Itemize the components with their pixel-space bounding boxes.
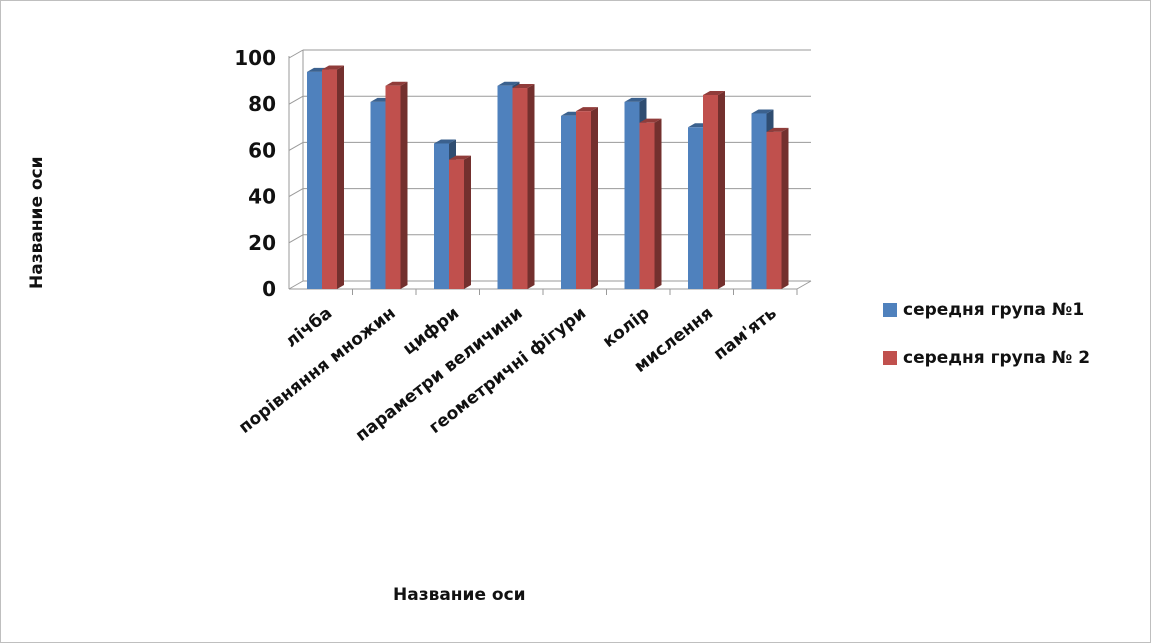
category-label: колір: [599, 303, 654, 352]
bar-front: [766, 131, 782, 289]
bar-side: [527, 84, 535, 289]
bar-side: [654, 118, 662, 290]
category-label: лічба: [282, 303, 336, 352]
legend-swatch-series-2: [883, 351, 897, 365]
bar-2-5: [576, 107, 598, 289]
bar-top: [497, 81, 520, 86]
bar-front: [703, 94, 718, 290]
bar-side: [718, 90, 725, 290]
bar-top: [766, 127, 789, 132]
bar-2-2: [385, 81, 408, 289]
bar-2-1: [322, 65, 344, 289]
bar-front: [624, 101, 640, 289]
legend-label-series-1: середня група №1: [903, 300, 1085, 320]
y-tick-label: 40: [248, 185, 276, 209]
bar-2-4: [512, 84, 535, 289]
legend-item-series-1: середня група №1: [883, 297, 1090, 323]
bar-2-6: [639, 118, 662, 290]
bar-top: [322, 65, 344, 70]
gridline-diagonal: [288, 234, 304, 244]
bar-front: [307, 71, 322, 289]
y-tick-label: 80: [248, 92, 276, 116]
legend: середня група №1 середня група № 2: [883, 297, 1090, 393]
y-tick-label: 60: [248, 138, 276, 162]
bar-top: [512, 84, 535, 89]
bar-front: [751, 113, 767, 289]
bar-front: [370, 101, 386, 289]
bar-top: [639, 118, 662, 123]
bar-top: [751, 109, 774, 114]
bar-top: [434, 139, 456, 144]
bar-side: [781, 127, 789, 289]
bar-front: [497, 85, 513, 289]
gridline-diagonal: [288, 280, 304, 290]
bar-front: [385, 85, 401, 289]
bar-front: [434, 143, 449, 289]
bar-top: [576, 107, 598, 112]
legend-swatch-series-1: [883, 303, 897, 317]
bar-side: [400, 81, 408, 289]
gridline-diagonal: [288, 188, 304, 198]
y-tick-label: 0: [262, 277, 276, 301]
bar-top: [703, 90, 725, 95]
gridlines: [288, 49, 812, 295]
y-tick-labels: 0 20 40 60 80 100: [234, 46, 276, 301]
bars: [307, 65, 789, 290]
y-tick-label: 100: [234, 46, 276, 70]
floor-edge-right: [796, 280, 812, 290]
bar-top: [449, 155, 471, 160]
y-tick-label: 20: [248, 231, 276, 255]
legend-item-series-2: середня група № 2: [883, 345, 1090, 371]
bar-side: [464, 155, 471, 289]
bar-front: [449, 159, 464, 289]
bar-side: [337, 65, 344, 289]
bar-front: [688, 127, 703, 289]
bar-front: [576, 111, 591, 289]
bar-top: [624, 97, 647, 102]
y-axis-title: Название оси: [27, 156, 47, 289]
bar-front: [512, 88, 528, 289]
category-label: пам'ять: [710, 303, 781, 364]
bar-front: [322, 69, 337, 289]
gridline-diagonal: [288, 95, 304, 105]
gridline-diagonal: [288, 49, 304, 59]
bar-side: [591, 107, 598, 289]
x-axis-title: Название оси: [393, 585, 526, 605]
gridline-diagonal: [288, 141, 304, 151]
bar-top: [385, 81, 408, 86]
legend-label-series-2: середня група № 2: [903, 348, 1091, 368]
bar-2-3: [449, 155, 471, 289]
bar-front: [639, 122, 655, 290]
bar-2-8: [766, 127, 789, 289]
bar-2-7: [703, 90, 725, 290]
bar-front: [561, 115, 576, 289]
